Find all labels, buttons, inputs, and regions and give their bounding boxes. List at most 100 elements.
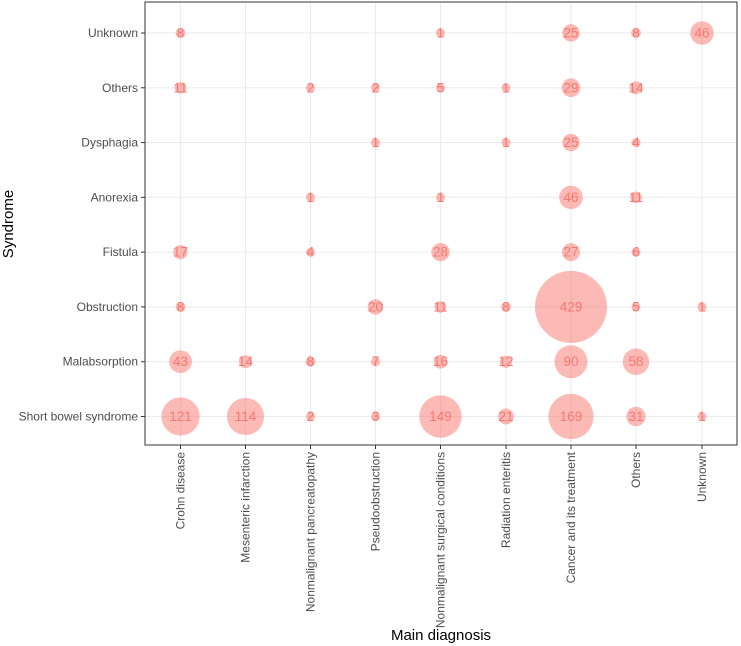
bubble xyxy=(631,302,641,312)
data-label: 149 xyxy=(429,409,452,424)
data-label: 2 xyxy=(372,80,380,95)
bubble xyxy=(306,247,315,257)
y-tick-label: Fistula xyxy=(103,245,139,259)
x-tick-label: Pseudoobstruction xyxy=(369,452,383,551)
bubble xyxy=(622,348,650,375)
data-label: 114 xyxy=(235,409,257,424)
bubble xyxy=(559,185,583,210)
data-label: 21 xyxy=(498,409,513,424)
x-axis-ticks: Crohn disease Mesenteric infarction Nonmal… xyxy=(174,445,709,628)
bubble xyxy=(548,393,594,440)
bubble xyxy=(306,192,315,202)
bubble xyxy=(501,138,511,148)
bubble xyxy=(419,395,462,438)
bubble xyxy=(561,243,581,262)
data-label: 43 xyxy=(173,354,188,369)
y-axis-title: Syndrome xyxy=(0,190,17,258)
bubble xyxy=(626,406,646,427)
bubble xyxy=(371,412,380,421)
data-label: 7 xyxy=(372,354,380,369)
data-label: 20 xyxy=(368,299,383,314)
bubble xyxy=(431,242,450,262)
bubbles xyxy=(161,21,714,440)
bubble xyxy=(367,299,384,315)
data-label: 28 xyxy=(433,245,448,260)
y-tick-label: Anorexia xyxy=(91,190,139,204)
x-tick-label: Nonmalignant pancreatopathy xyxy=(304,452,318,612)
bubble xyxy=(305,356,316,367)
x-tick-label: Crohn disease xyxy=(174,452,188,530)
bubble xyxy=(631,28,641,38)
grid-lines xyxy=(145,2,737,445)
bubble xyxy=(433,354,448,369)
bubble xyxy=(697,412,707,421)
data-label: 1 xyxy=(372,135,380,150)
data-label: 25 xyxy=(563,135,578,150)
data-label: 1 xyxy=(698,299,706,314)
bubble xyxy=(561,78,581,98)
data-label: 11 xyxy=(433,299,447,314)
bubble xyxy=(501,83,511,93)
y-tick-label: Unknown xyxy=(88,26,138,40)
bubble xyxy=(371,138,380,148)
x-tick-label: Cancer and its treatment xyxy=(564,451,578,583)
x-tick-label: Nonmalignant surgical conditions xyxy=(434,452,448,628)
bubble xyxy=(434,301,447,313)
bubble xyxy=(631,247,641,257)
bubble xyxy=(371,83,380,93)
bubble xyxy=(306,83,315,93)
data-label: 8 xyxy=(307,354,315,369)
data-label: 31 xyxy=(628,409,643,424)
data-label: 3 xyxy=(372,409,380,424)
data-label: 14 xyxy=(238,354,254,369)
data-label: 8 xyxy=(177,299,185,314)
y-tick-label: Dysphagia xyxy=(81,136,138,150)
data-label: 12 xyxy=(498,354,513,369)
y-tick-label: Obstruction xyxy=(77,300,138,314)
bubble xyxy=(436,28,445,38)
y-tick-label: Short bowel syndrome xyxy=(19,410,139,424)
data-label: 429 xyxy=(560,299,583,314)
bubble xyxy=(499,355,513,368)
data-label: 16 xyxy=(433,354,448,369)
data-label: 5 xyxy=(437,80,445,95)
x-tick-label: Mesenteric infarction xyxy=(239,452,253,563)
bubble xyxy=(238,355,253,369)
data-label: 2 xyxy=(307,409,315,424)
bubble xyxy=(562,24,580,42)
bubble xyxy=(175,28,186,38)
data-label: 29 xyxy=(563,80,578,95)
bubble xyxy=(690,21,714,45)
data-label: 1 xyxy=(502,80,510,95)
bubble xyxy=(436,192,445,202)
data-label: 46 xyxy=(563,190,578,205)
bubble xyxy=(630,191,642,204)
data-label: 8 xyxy=(177,26,185,41)
data-label: 25 xyxy=(563,26,578,41)
data-label: 58 xyxy=(628,354,643,369)
bubble xyxy=(501,302,511,312)
bubble xyxy=(562,133,580,152)
data-label: 14 xyxy=(628,80,644,95)
data-label: 1 xyxy=(502,135,510,150)
data-label: 169 xyxy=(560,409,583,424)
data-label: 1 xyxy=(698,409,706,424)
bubble xyxy=(174,82,187,94)
data-label: 1 xyxy=(437,190,445,205)
bubble xyxy=(436,83,445,93)
data-label: 2 xyxy=(307,80,315,95)
data-label: 121 xyxy=(169,409,192,424)
y-tick-label: Others xyxy=(102,81,138,95)
data-label: 6 xyxy=(632,245,640,260)
bubble xyxy=(629,81,643,95)
x-axis-title: Main diagnosis xyxy=(391,627,491,644)
x-tick-label: Unknown xyxy=(695,452,709,502)
data-label: 5 xyxy=(632,299,640,314)
data-label: 1 xyxy=(307,190,315,205)
data-label: 46 xyxy=(694,26,709,41)
data-label: 4 xyxy=(307,245,315,260)
data-label: 90 xyxy=(563,354,578,369)
data-label: 8 xyxy=(632,26,640,41)
x-tick-label: Others xyxy=(629,452,643,488)
